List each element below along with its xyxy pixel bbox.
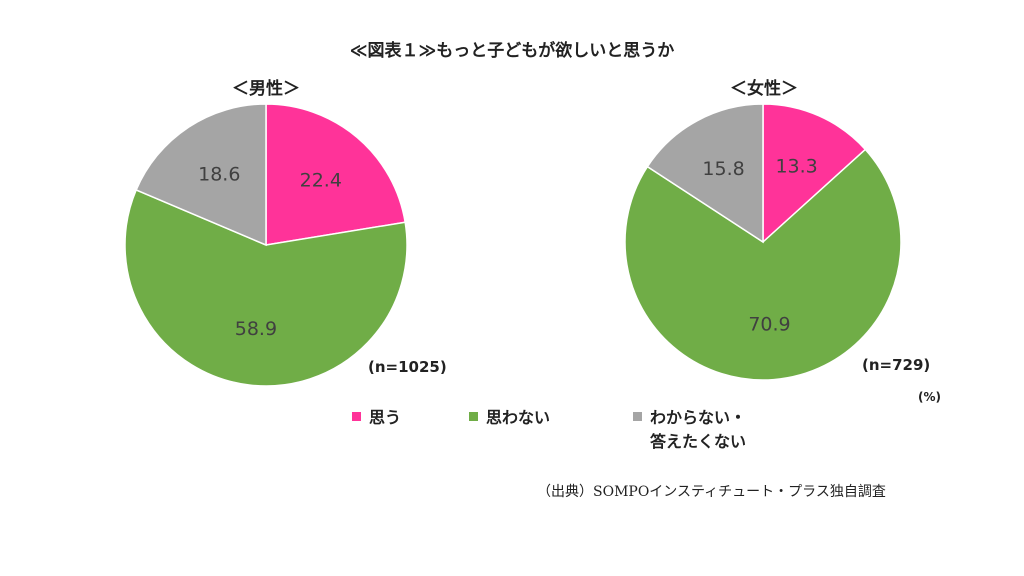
legend-label-unknown: わからない・ 答えたくない xyxy=(650,408,747,451)
female-slice-label-unknown: 15.8 xyxy=(702,158,744,180)
male-slice-no xyxy=(124,188,408,387)
male-sample-size: (n=1025) xyxy=(368,358,447,376)
chart-title: ≪図表１≫もっと子どもが欲しいと思うか xyxy=(349,41,675,61)
male-slice-yes xyxy=(265,103,407,246)
legend-item-no: 思わない xyxy=(469,406,550,430)
female-sample-size: (n=729) xyxy=(862,356,931,374)
male-chart-title: ＜男性＞ xyxy=(232,79,300,99)
legend-label-no: 思わない xyxy=(486,408,551,427)
legend-item-yes: 思う xyxy=(352,406,401,430)
legend-label-yes: 思う xyxy=(369,408,402,427)
source-note: （出典）SOMPOインスティチュート・プラス独自調査 xyxy=(537,484,886,500)
female-slice-yes xyxy=(762,103,867,244)
female-slice-label-yes: 13.3 xyxy=(775,155,817,177)
male-slice-label-yes: 22.4 xyxy=(300,170,342,192)
legend-item-unknown: わからない・ 答えたくない xyxy=(633,406,746,454)
male-slice-unknown xyxy=(135,103,267,247)
legend-swatch-yes xyxy=(352,412,361,421)
male-slice-label-unknown: 18.6 xyxy=(198,163,240,185)
female-chart-title: ＜女性＞ xyxy=(730,79,798,99)
unit-label: (%) xyxy=(918,390,941,404)
female-pie-chart: 13.3 70.9 15.8 xyxy=(624,103,902,381)
female-slice-no xyxy=(624,148,902,381)
male-pie-chart: 22.4 58.9 18.6 xyxy=(124,103,408,387)
male-slice-label-no: 58.9 xyxy=(235,318,277,340)
female-slice-unknown xyxy=(646,103,764,244)
legend-swatch-unknown xyxy=(633,412,642,421)
female-slice-label-no: 70.9 xyxy=(748,314,790,336)
legend-swatch-no xyxy=(469,412,478,421)
